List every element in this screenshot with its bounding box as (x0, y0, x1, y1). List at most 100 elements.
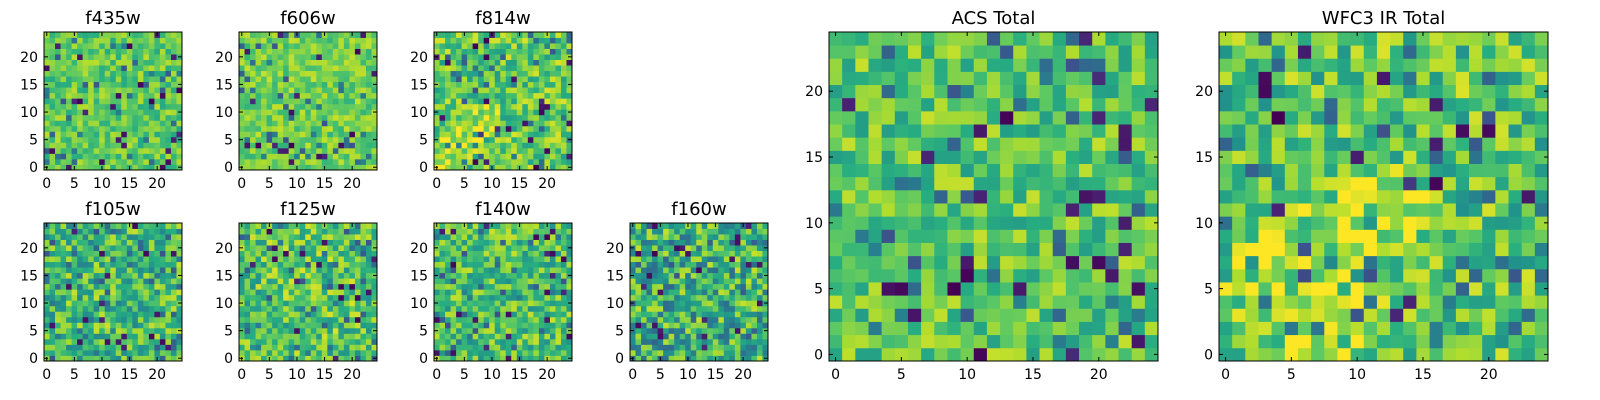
heatmap-cell (99, 322, 106, 329)
heatmap-cell (294, 234, 301, 240)
heatmap-cell (104, 250, 111, 257)
heatmap-cell (143, 43, 150, 49)
heatmap-cell (316, 349, 323, 356)
heatmap-cell (494, 59, 501, 66)
heatmap-cell (77, 48, 84, 55)
heatmap-cell (467, 131, 474, 138)
heatmap-cell (365, 164, 372, 171)
heatmap-cell (1131, 242, 1146, 257)
heatmap-cell (66, 92, 72, 99)
heatmap-cell (907, 347, 922, 362)
heatmap-cell (1131, 229, 1146, 243)
heatmap-cell (740, 338, 747, 345)
heatmap-cell (663, 338, 670, 345)
heatmap-cell (82, 234, 89, 240)
heatmap-cell (472, 256, 479, 263)
heatmap-cell (668, 322, 675, 329)
heatmap-cell (365, 305, 372, 312)
heatmap-cell (299, 355, 306, 362)
heatmap-cell (170, 305, 177, 312)
heatmap-cell (165, 305, 172, 312)
heatmap-cell (544, 92, 551, 99)
heatmap-cell (450, 54, 457, 60)
heatmap-cell (288, 261, 295, 268)
heatmap-cell (538, 131, 545, 138)
heatmap-cell (143, 136, 150, 143)
heatmap-cell (148, 267, 155, 274)
heatmap-cell (104, 267, 111, 274)
heatmap-cell (751, 278, 758, 285)
heatmap-cell (696, 349, 703, 356)
heatmap-cell (516, 245, 523, 251)
heatmap-cell (137, 81, 144, 88)
y-tick-label: 15 (606, 268, 624, 284)
heatmap-cell (522, 54, 529, 60)
heatmap-cell (712, 261, 719, 268)
heatmap-cell (516, 76, 523, 83)
heatmap-cell (104, 114, 111, 121)
heatmap-cell (360, 245, 367, 251)
heatmap-cell (115, 327, 122, 334)
heatmap-cell (538, 283, 545, 290)
heatmap-cell (842, 216, 856, 230)
heatmap-cell (82, 81, 89, 88)
heatmap-cell (538, 250, 545, 257)
heatmap-cell (544, 349, 551, 356)
heatmap-cell (522, 120, 529, 127)
heatmap-cell (332, 125, 339, 132)
heatmap-cell (165, 92, 172, 99)
heatmap-cell (305, 87, 312, 94)
heatmap-cell (729, 316, 736, 323)
heatmap-cell (566, 147, 573, 154)
heatmap-cell (310, 278, 317, 285)
heatmap-cell (288, 120, 295, 127)
heatmap-cell (99, 147, 106, 154)
heatmap-cell (266, 228, 273, 235)
heatmap-cell (566, 120, 573, 127)
heatmap-cell (104, 92, 111, 99)
heatmap-cell (115, 158, 122, 165)
heatmap-cell (500, 147, 507, 154)
heatmap-cell (439, 142, 446, 149)
heatmap-cell (657, 283, 664, 290)
heatmap-cell (99, 87, 106, 94)
heatmap-cell (126, 125, 133, 132)
heatmap-cell (630, 289, 636, 296)
heatmap-cell (635, 250, 642, 257)
heatmap-cell (555, 142, 562, 149)
heatmap-cell (646, 223, 653, 229)
heatmap-cell (99, 256, 106, 263)
heatmap-cell (49, 333, 56, 340)
heatmap-cell (842, 176, 856, 191)
heatmap-cell (478, 316, 485, 323)
heatmap-cell (668, 327, 675, 334)
heatmap-cell (327, 305, 334, 312)
heatmap-cell (143, 311, 150, 318)
heatmap-cell (82, 261, 89, 268)
heatmap-cell (321, 120, 328, 127)
heatmap-cell (734, 338, 741, 345)
heatmap-cell (516, 322, 523, 329)
heatmap-cell (132, 223, 139, 229)
heatmap-cell (483, 245, 490, 251)
heatmap-cell (947, 268, 961, 283)
heatmap-cell (266, 316, 273, 323)
heatmap-cell (294, 131, 301, 138)
heatmap-cell (71, 131, 78, 138)
heatmap-cell (1079, 189, 1093, 204)
heatmap-cell (316, 228, 323, 235)
heatmap-cell (718, 333, 725, 340)
heatmap-cell (740, 239, 747, 246)
heatmap-cell (126, 250, 133, 257)
heatmap-cell (115, 120, 122, 127)
heatmap-cell (143, 109, 150, 116)
heatmap-cell (305, 48, 312, 55)
heatmap-cell (718, 322, 725, 329)
heatmap-cell (544, 142, 551, 149)
heatmap-cell (88, 158, 95, 165)
heatmap-cell (456, 158, 462, 165)
heatmap-cell (255, 92, 262, 99)
heatmap-cell (635, 228, 642, 235)
heatmap-cell (973, 229, 988, 243)
heatmap-cell (327, 250, 334, 257)
